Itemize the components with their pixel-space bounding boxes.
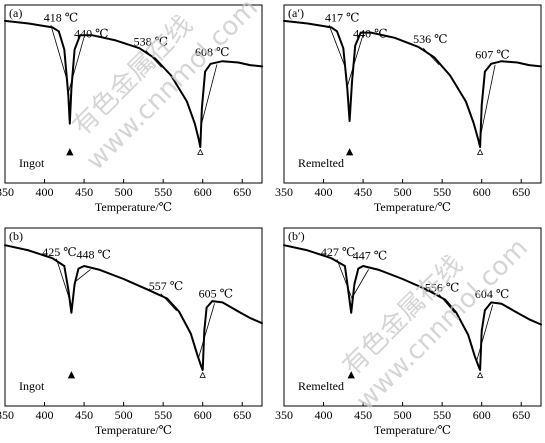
tangent-line (198, 303, 215, 358)
x-tick-label: 450 (75, 408, 93, 422)
tangent-line (422, 47, 440, 66)
filled-triangle-marker (345, 148, 354, 156)
x-tick-label: 400 (315, 185, 333, 199)
temperature-annotation: 607 ℃ (475, 48, 509, 62)
x-tick-label: 600 (194, 185, 212, 199)
x-tick-label: 350 (275, 408, 293, 422)
x-tick-label: 650 (512, 185, 530, 199)
plot-frame (4, 227, 263, 407)
panel-label: (b′) (288, 229, 305, 243)
tangent-line (476, 304, 494, 361)
dsc-curve (283, 19, 542, 148)
x-tick-label: 400 (36, 185, 54, 199)
panel-label: (b) (9, 229, 23, 243)
tangent-line (50, 25, 68, 79)
tangent-line (74, 269, 91, 283)
temperature-annotation: 448 ℃ (76, 248, 110, 262)
dsc-panel-4: 350 400 450 500 550 600 650 Temperature/℃ (b′) Re… (275, 227, 542, 437)
dsc-curve (4, 19, 263, 148)
x-tick-label: 450 (75, 185, 93, 199)
x-tick-label: 450 (354, 185, 372, 199)
temperature-annotation: 447 ℃ (353, 248, 387, 262)
tangent-line (145, 50, 162, 68)
open-triangle-marker (199, 371, 206, 378)
x-tick-label: 350 (275, 185, 293, 199)
temperature-annotation: 605 ℃ (199, 287, 233, 301)
tangent-line (346, 34, 364, 87)
temperature-annotation: 425 ℃ (42, 245, 76, 259)
plot-frame (283, 227, 542, 407)
open-triangle-marker (197, 148, 204, 155)
dsc-panel-2: 350 400 450 500 550 600 650 Temperature/℃ (a′) Re… (275, 4, 542, 214)
x-axis-label: Temperature/℃ (95, 200, 172, 214)
x-tick-label: 400 (315, 408, 333, 422)
tangent-line (200, 64, 218, 126)
tangent-line (336, 259, 354, 301)
x-tick-label: 650 (233, 185, 251, 199)
filled-triangle-marker (67, 371, 76, 379)
sample-label: Ingot (19, 379, 45, 393)
x-tick-label: 350 (0, 185, 14, 199)
temperature-annotation: 440 ℃ (74, 26, 108, 40)
filled-triangle-marker (66, 148, 74, 156)
x-tick-label: 400 (36, 408, 54, 422)
temperature-annotation: 440 ℃ (353, 27, 387, 41)
x-tick-label: 500 (394, 408, 412, 422)
x-tick-label: 550 (433, 185, 451, 199)
dsc-panel-3: 350 400 450 500 550 600 650 Temperature/℃ (b) Ing… (0, 227, 263, 437)
x-tick-label: 450 (354, 408, 372, 422)
x-tick-label: 500 (115, 185, 133, 199)
plot-frame (283, 4, 542, 184)
panel-label: (a) (9, 6, 22, 20)
x-tick-label: 650 (233, 408, 251, 422)
temperature-annotation: 417 ℃ (325, 10, 359, 24)
x-tick-label: 500 (115, 408, 133, 422)
plot-frame (4, 4, 263, 184)
x-tick-label: 550 (154, 185, 172, 199)
sample-label: Remelted (298, 379, 344, 393)
dsc-panel-1: 350 400 450 500 550 600 650 Temperature/℃ (a) Ing… (0, 4, 263, 214)
sample-label: Ingot (19, 156, 45, 170)
temperature-annotation: 557 ℃ (149, 279, 183, 293)
temperature-annotation: 536 ℃ (413, 32, 447, 46)
filled-triangle-marker (347, 371, 355, 379)
sample-label: Remelted (298, 156, 344, 170)
temperature-annotation: 538 ℃ (134, 35, 168, 49)
x-tick-label: 650 (512, 408, 530, 422)
tangent-line (478, 64, 496, 142)
dsc-curve (4, 244, 263, 371)
tangent-line (328, 24, 346, 67)
open-triangle-marker (476, 148, 484, 155)
x-axis-label: Temperature/℃ (95, 423, 172, 437)
x-tick-label: 550 (433, 408, 451, 422)
x-tick-label: 600 (194, 408, 212, 422)
open-triangle-marker (476, 371, 484, 378)
temperature-annotation: 608 ℃ (195, 45, 229, 59)
temperature-annotation: 427 ℃ (321, 245, 355, 259)
x-tick-label: 600 (473, 185, 491, 199)
panel-label: (a′) (288, 6, 304, 20)
x-tick-label: 500 (394, 185, 412, 199)
x-tick-label: 550 (154, 408, 172, 422)
tangent-line (438, 294, 456, 314)
temperature-annotation: 604 ℃ (475, 287, 509, 301)
tangent-line (352, 269, 369, 297)
panels-group: 350 400 450 500 550 600 650 Temperature/℃ (a) Ing… (0, 4, 542, 437)
x-tick-label: 600 (473, 408, 491, 422)
x-axis-label: Temperature/℃ (374, 200, 451, 214)
x-tick-label: 350 (0, 408, 14, 422)
temperature-annotation: 418 ℃ (44, 10, 78, 24)
temperature-annotation: 556 ℃ (425, 281, 459, 295)
tangent-line (56, 258, 73, 308)
tangent-line (67, 37, 85, 94)
tangent-line (160, 293, 177, 312)
x-axis-label: Temperature/℃ (374, 423, 451, 437)
